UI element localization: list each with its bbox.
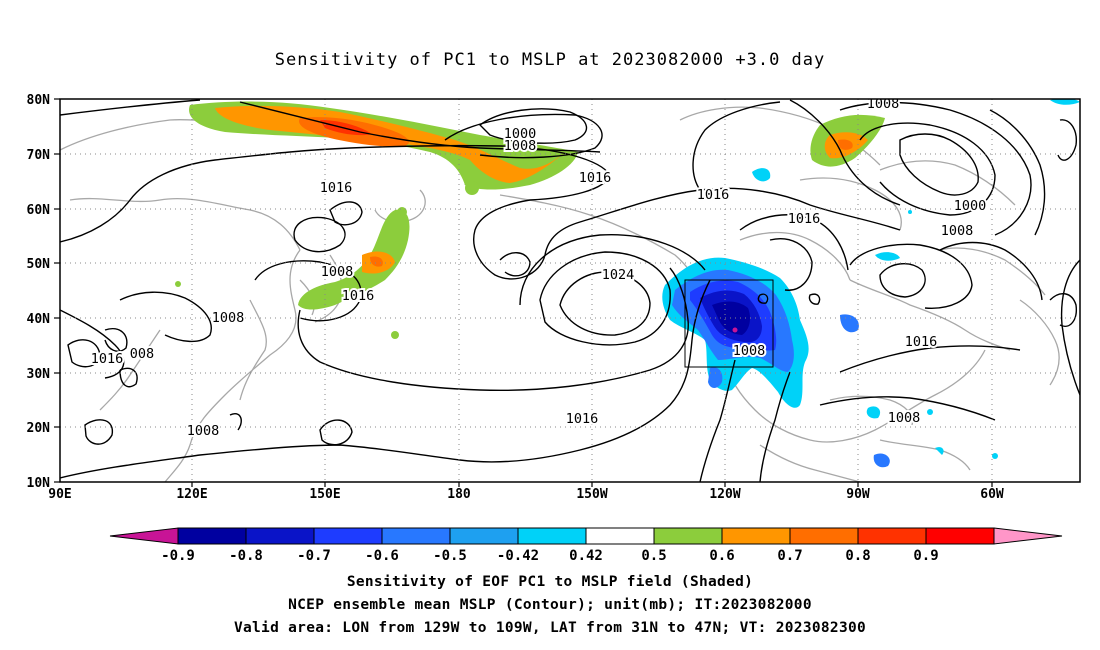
lat-label: 60N (27, 203, 51, 218)
lat-label: 50N (27, 257, 51, 272)
lat-label: 20N (27, 421, 51, 436)
colorbar-label: -0.42 (497, 548, 539, 564)
lon-label: 180 (447, 487, 471, 502)
lat-label: 30N (27, 367, 51, 382)
contour-label: 1016 (566, 411, 599, 427)
contour-label: 1008 (187, 423, 220, 439)
colorbar-label: 0.9 (913, 548, 938, 564)
contour-label: 1000 (954, 198, 987, 214)
lon-label: 120E (176, 487, 207, 502)
colorbar-label: 0.7 (777, 548, 802, 564)
colorbar-label: -0.8 (229, 548, 263, 564)
contour-label: 1008 (504, 138, 537, 154)
colorbar-label: -0.7 (297, 548, 331, 564)
colorbar-labels: -0.9 -0.8 -0.7 -0.6 -0.5 -0.42 0.42 0.5 … (161, 548, 939, 564)
lat-ticks (54, 98, 60, 483)
lon-label: 90E (48, 487, 71, 502)
colorbar-label: 0.8 (845, 548, 870, 564)
coastlines (60, 106, 1060, 482)
lon-label: 90W (846, 487, 870, 502)
colorbar-label: -0.9 (161, 548, 195, 564)
colorbar (109, 527, 1063, 545)
contour-label: 1008 (321, 264, 354, 280)
colorbar-over-triangle (993, 527, 1063, 545)
colorbar-swatch (721, 527, 791, 545)
lon-ticks (191, 482, 993, 487)
lat-label: 70N (27, 148, 51, 163)
lon-label: 60W (980, 487, 1004, 502)
colorbar-under-triangle (109, 527, 179, 545)
contour-label: 1008 (733, 343, 766, 359)
colorbar-swatch (925, 527, 995, 545)
lon-label: 150E (309, 487, 340, 502)
lon-label: 120W (709, 487, 740, 502)
contour-label: 1008 (212, 310, 245, 326)
colorbar-swatch (653, 527, 723, 545)
contour-label: 1016 (697, 187, 730, 203)
contour-label: 1016 (91, 351, 124, 367)
caption-shaded: Sensitivity of EOF PC1 to MSLP field (Sh… (346, 574, 754, 590)
colorbar-label: 0.5 (641, 548, 666, 564)
colorbar-swatch (177, 527, 247, 545)
contour-label: 1008 (888, 410, 921, 426)
lat-label: 10N (27, 476, 51, 491)
colorbar-label: 0.42 (569, 548, 603, 564)
contour-label: 1008 (941, 223, 974, 239)
colorbar-swatch (381, 527, 451, 545)
contour-label: 008 (130, 346, 154, 362)
contour-labels: 1000 1008 1016 1016 1016 1016 1008 1000 … (89, 96, 989, 441)
caption-contour: NCEP ensemble mean MSLP (Contour); unit(… (288, 597, 812, 613)
lat-label: 40N (27, 312, 51, 327)
lon-label: 150W (576, 487, 607, 502)
positive-sensitivity-shading (175, 101, 885, 339)
caption-valid-area: Valid area: LON from 129W to 109W, LAT f… (233, 620, 867, 636)
colorbar-label: -0.5 (433, 548, 467, 564)
negative-sensitivity-shading (662, 99, 1080, 468)
lon-axis: 90E 120E 150E 180 150W 120W 90W 60W (48, 487, 1004, 502)
colorbar-label: -0.6 (365, 548, 399, 564)
colorbar-swatch (449, 527, 519, 545)
map-frame (59, 98, 1081, 483)
mslp-contours (60, 99, 1080, 482)
contour-label: 1024 (602, 267, 635, 283)
colorbar-label: 0.6 (709, 548, 734, 564)
map-title: Sensitivity of PC1 to MSLP at 2023082000… (274, 50, 826, 70)
contour-label: 1016 (320, 180, 353, 196)
contour-label: 1016 (788, 211, 821, 227)
contour-label: 1000 (504, 126, 537, 142)
valid-area-box (684, 279, 774, 368)
colorbar-swatch (245, 527, 315, 545)
colorbar-swatch (313, 527, 383, 545)
colorbar-swatch (585, 527, 655, 545)
graticule (60, 99, 1080, 482)
lat-axis: 80N 70N 60N 50N 40N 30N 20N 10N (27, 93, 51, 491)
contour-label: 1016 (579, 170, 612, 186)
contour-label: 1008 (867, 96, 900, 112)
colorbar-swatch (789, 527, 859, 545)
contour-label: 1016 (342, 288, 375, 304)
lat-label: 80N (27, 93, 51, 108)
colorbar-swatch (517, 527, 587, 545)
contour-label: 1016 (905, 334, 938, 350)
colorbar-swatch (857, 527, 927, 545)
